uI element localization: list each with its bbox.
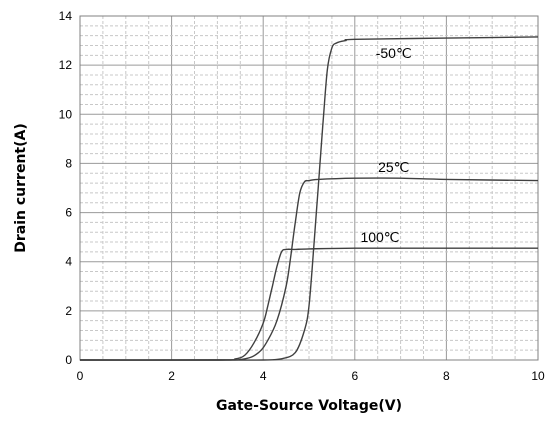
series-annotation: 25℃ [378,159,409,175]
curve-series-0 [80,36,539,361]
y-tick-label: 8 [65,156,72,170]
x-tick-label: 8 [443,369,450,383]
y-tick-label: 14 [59,9,73,23]
x-tick-label: 6 [351,369,358,383]
x-tick-label: 0 [77,369,84,383]
curve-series-1 [79,177,539,361]
y-axis-label: Drain current(A) [13,123,29,252]
y-tick-label: 2 [65,304,72,318]
x-tick-labels: 0 2 4 6 8 10 [77,369,545,383]
y-tick-label: 6 [65,206,72,220]
y-tick-label: 12 [59,58,73,72]
x-tick-label: 2 [168,369,175,383]
curve-series-2 [79,247,538,361]
x-axis-label: Gate-Source Voltage(V) [216,398,402,414]
grid-lines [80,16,538,360]
x-tick-label: 10 [531,369,545,383]
plot-frame [79,15,539,361]
curves [79,36,539,361]
x-tick-label: 4 [260,369,267,383]
y-tick-label: 0 [65,353,72,367]
y-tick-label: 4 [65,255,72,269]
series-annotation: 100℃ [360,229,399,245]
y-tick-label: 10 [59,107,73,121]
series-annotations: -50℃ 25℃ 100℃ [360,45,411,245]
series-annotation: -50℃ [376,45,412,61]
y-tick-labels: 0 2 4 6 8 10 12 14 [59,9,73,367]
